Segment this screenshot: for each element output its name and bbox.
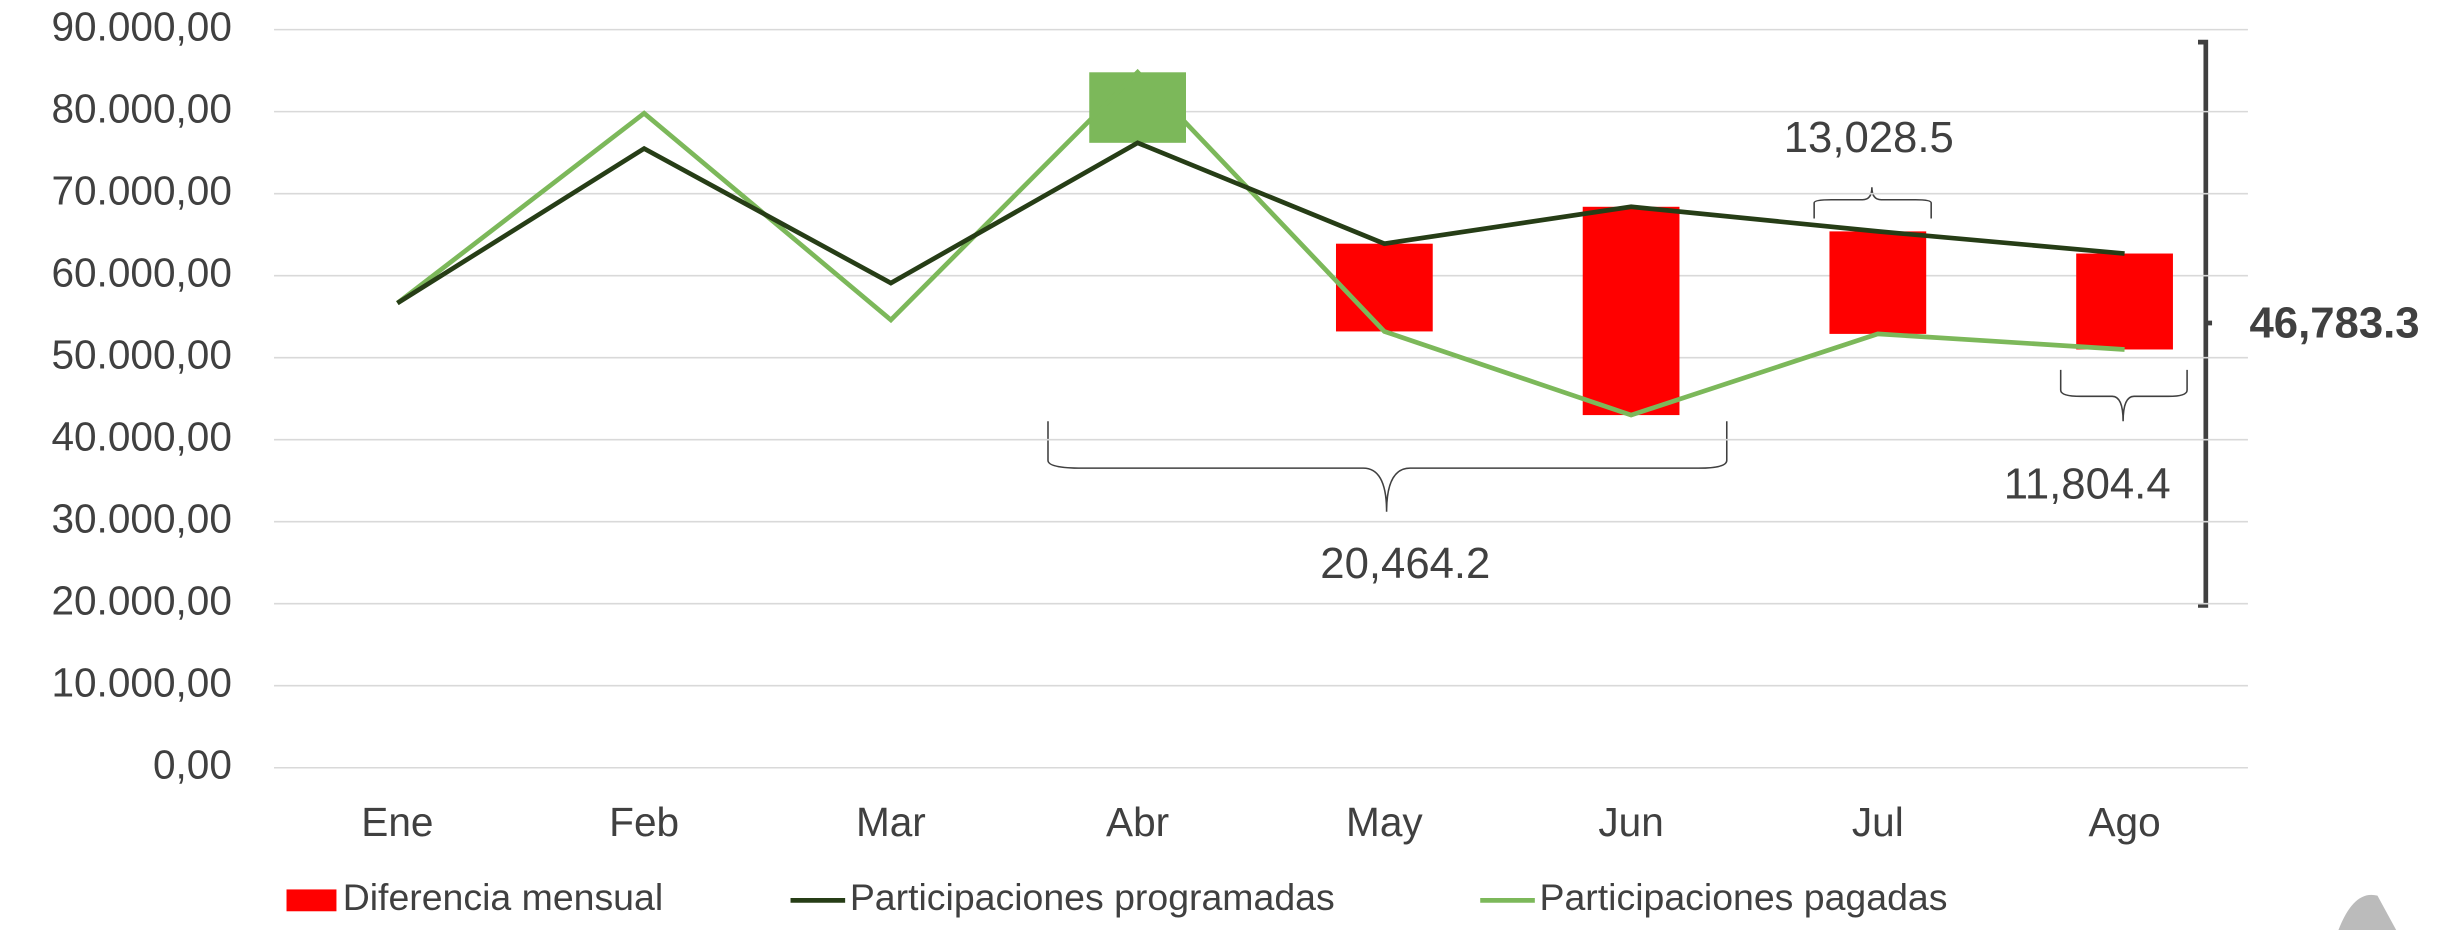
x-tick-label: May — [1346, 799, 1423, 845]
legend-label: Diferencia mensual — [343, 876, 663, 918]
line — [396, 140, 2125, 306]
x-tick-label: Ago — [2088, 799, 2160, 845]
line — [395, 68, 2125, 418]
y-tick-label: 30.000,00 — [51, 495, 231, 541]
bar — [1829, 231, 1927, 334]
bracket — [2198, 39, 2213, 608]
x-tick-label: Mar — [856, 799, 926, 845]
bracket — [2059, 369, 2188, 422]
y-tick-label: 10.000,00 — [51, 659, 231, 705]
bracket — [1813, 187, 1932, 219]
legend-label: Participaciones pagadas — [1540, 876, 1948, 918]
x-tick-label: Jun — [1598, 799, 1663, 845]
x-tick-label: Feb — [609, 799, 679, 845]
annotation: 13,028.5 — [1784, 113, 1954, 162]
annotation: 20,464.2 — [1320, 539, 1490, 588]
legend-label: Participaciones programadas — [850, 876, 1335, 918]
decoration — [2338, 894, 2397, 930]
legend-swatch — [286, 889, 337, 912]
annotation: 46,783.3 — [2250, 299, 2420, 348]
annotation: 11,804.4 — [2004, 459, 2171, 508]
y-tick-label: 50.000,00 — [51, 331, 231, 377]
bar — [2076, 253, 2173, 350]
y-tick-label: 40.000,00 — [51, 413, 231, 459]
y-tick-label: 20.000,00 — [51, 577, 231, 623]
y-tick-label: 0,00 — [153, 741, 232, 787]
bracket — [1047, 421, 1728, 512]
x-tick-label: Abr — [1106, 799, 1169, 845]
y-tick-label: 90.000,00 — [51, 3, 231, 49]
y-tick-label: 80.000,00 — [51, 85, 231, 131]
bar — [1582, 206, 1680, 416]
y-tick-label: 70.000,00 — [51, 167, 231, 213]
x-tick-label: Ene — [361, 799, 433, 845]
bar — [1335, 243, 1433, 332]
y-tick-label: 60.000,00 — [51, 249, 231, 295]
x-tick-label: Jul — [1852, 799, 1904, 845]
